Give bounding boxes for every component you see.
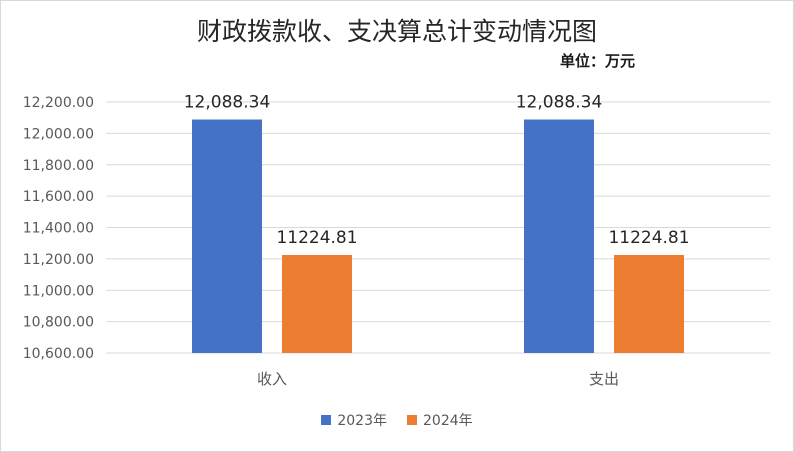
legend-item-2023: 2023年 — [321, 410, 387, 430]
y-tick-label: 10,800.00 — [23, 315, 94, 331]
legend-label-2024: 2024年 — [423, 413, 473, 429]
bar — [524, 119, 594, 353]
bar — [192, 119, 262, 353]
x-category-label: 支出 — [589, 370, 619, 388]
y-tick-label: 11,000.00 — [23, 283, 94, 299]
unit-label: 单位：万元 — [560, 52, 636, 70]
y-tick-label: 11,600.00 — [23, 189, 94, 205]
legend-swatch-2023 — [321, 415, 332, 425]
y-tick-label: 11,800.00 — [23, 158, 94, 174]
data-label: 12,088.34 — [184, 93, 271, 113]
data-label: 11224.81 — [608, 228, 689, 248]
chart-title: 财政拨款收、支决算总计变动情况图 — [196, 17, 597, 46]
data-label: 12,088.34 — [516, 93, 603, 113]
legend: 2023年 2024年 — [0, 410, 794, 430]
y-tick-label: 10,600.00 — [23, 346, 94, 362]
legend-label-2023: 2023年 — [337, 413, 387, 429]
data-label: 11224.81 — [276, 228, 357, 248]
x-category-label: 收入 — [257, 370, 287, 388]
y-tick-label: 12,200.00 — [23, 95, 94, 111]
legend-swatch-2024 — [407, 415, 417, 425]
legend-item-2024: 2024年 — [407, 410, 473, 430]
bar — [614, 254, 684, 353]
bar — [282, 254, 352, 353]
y-tick-label: 12,000.00 — [23, 126, 94, 142]
y-tick-label: 11,200.00 — [23, 252, 94, 268]
y-tick-label: 11,400.00 — [23, 221, 94, 237]
